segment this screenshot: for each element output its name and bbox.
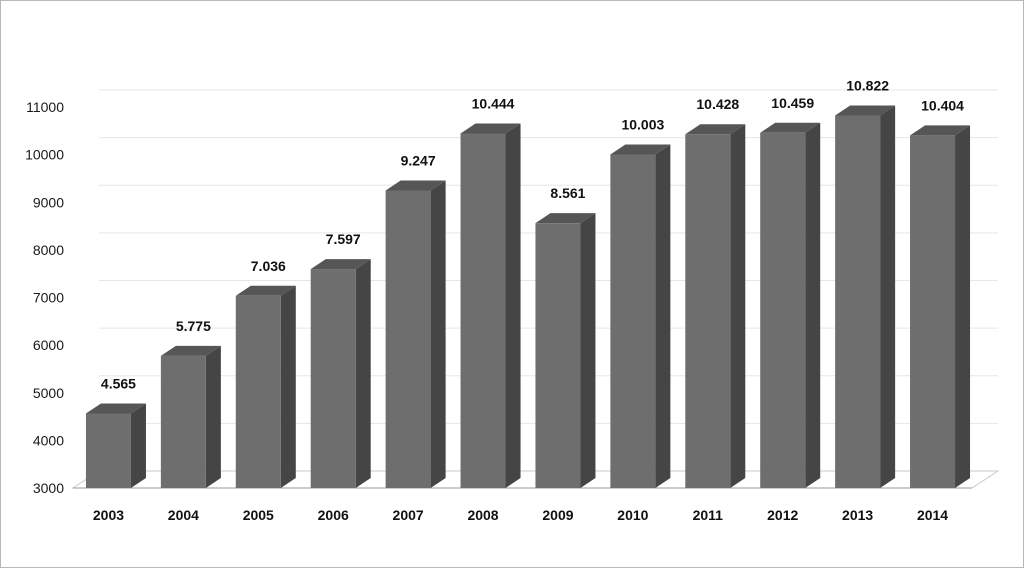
x-tick-label: 2013: [842, 507, 873, 523]
bar-side: [880, 105, 896, 489]
bar-side: [130, 403, 146, 488]
bar-side: [205, 345, 221, 488]
bar: [610, 154, 656, 489]
bar: [835, 115, 881, 489]
bar-top: [685, 124, 746, 135]
bar: [85, 413, 131, 488]
bar: [760, 132, 806, 488]
bar: [460, 133, 506, 489]
bar-top: [610, 144, 671, 155]
x-tick-label: 2014: [917, 507, 948, 523]
bar-side: [505, 123, 521, 489]
x-tick-label: 2012: [767, 507, 798, 523]
data-label: 5.775: [176, 318, 211, 334]
data-label: 7.036: [251, 258, 286, 274]
bar-top: [760, 122, 821, 133]
data-label: 10.003: [621, 116, 664, 132]
x-tick-label: 2006: [318, 507, 349, 523]
x-tick-label: 2009: [542, 507, 573, 523]
bar-top: [460, 123, 521, 134]
y-tick-label: 9000: [33, 194, 64, 210]
bar: [235, 295, 281, 488]
x-tick-label: 2007: [393, 507, 424, 523]
x-tick-label: 2008: [467, 507, 498, 523]
y-tick-label: 11000: [26, 99, 64, 115]
bar: [310, 269, 356, 488]
bar: [160, 355, 206, 488]
data-label: 9.247: [401, 152, 436, 168]
bar-side: [955, 125, 971, 489]
bar-top: [235, 285, 296, 296]
bar-top: [835, 105, 896, 116]
x-tick-label: 2011: [693, 507, 724, 523]
bar-top: [910, 125, 971, 136]
bar: [535, 223, 581, 488]
bar: [685, 134, 731, 488]
bar-side: [805, 122, 821, 488]
data-label: 10.459: [771, 95, 814, 111]
y-tick-label: 10000: [25, 147, 64, 163]
data-label: 10.822: [846, 77, 889, 93]
bar-top: [160, 345, 221, 356]
y-tick-label: 4000: [33, 432, 64, 448]
bar-top: [310, 259, 371, 270]
x-tick-label: 2004: [168, 507, 199, 523]
data-label: 10.444: [472, 95, 515, 111]
y-tick-label: 3000: [33, 480, 64, 496]
bar-side: [430, 180, 446, 488]
y-tick-label: 5000: [33, 385, 64, 401]
bar-top: [535, 213, 596, 224]
bar-top: [385, 180, 446, 191]
bar: [910, 135, 956, 488]
x-tick-label: 2003: [93, 507, 124, 523]
y-tick-label: 6000: [33, 337, 64, 353]
data-label: 8.561: [550, 185, 585, 201]
data-label: 4.565: [101, 375, 136, 391]
bar-side: [580, 213, 596, 488]
x-tick-label: 2010: [617, 507, 648, 523]
data-label: 7.597: [326, 231, 361, 247]
bar: [385, 190, 431, 488]
y-tick-label: 7000: [33, 290, 64, 306]
data-label: 10.428: [696, 96, 739, 112]
bar-side: [280, 285, 296, 488]
x-tick-label: 2005: [243, 507, 274, 523]
bar-top: [85, 403, 146, 414]
bar-side: [355, 259, 371, 488]
bar-side: [655, 144, 671, 489]
y-tick-label: 8000: [33, 242, 64, 258]
data-label: 10.404: [921, 97, 964, 113]
bar-side: [730, 124, 746, 488]
